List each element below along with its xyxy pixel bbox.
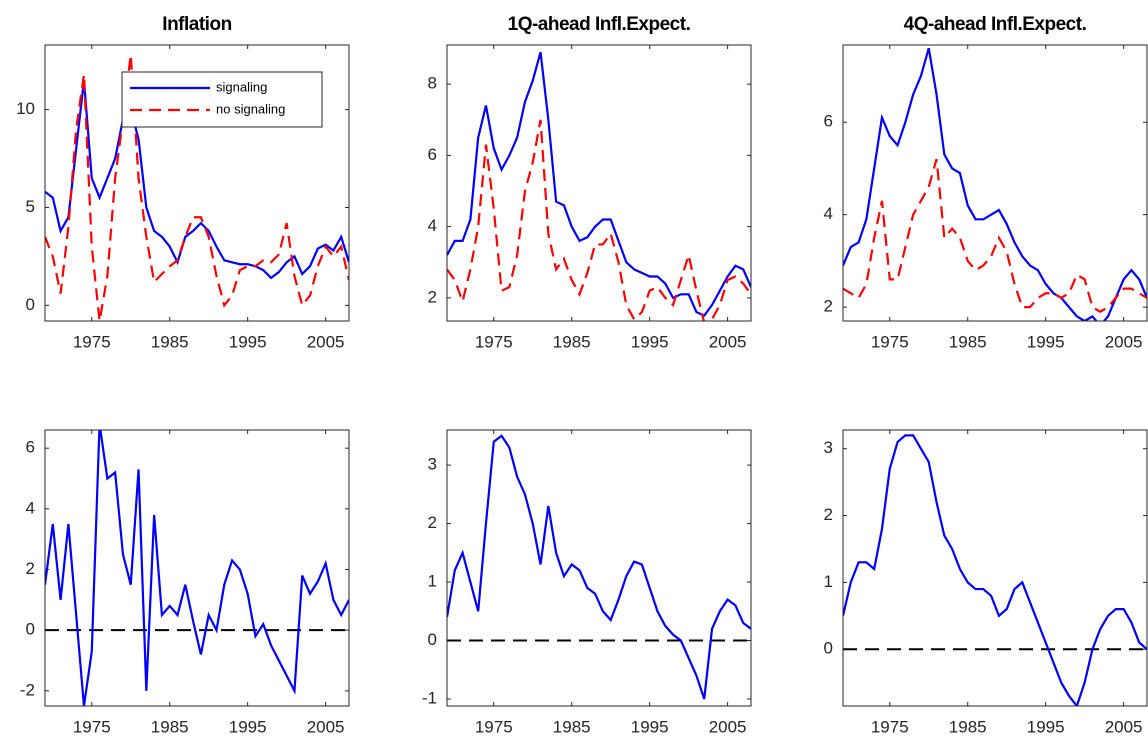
x-tick-label: 1995: [229, 717, 267, 736]
y-tick-label: 10: [16, 99, 35, 118]
axes-box: [44, 44, 350, 322]
x-tick-label: 1995: [631, 717, 669, 736]
panel: -1 0 1 2 3 1975 1985 1995 2005: [422, 429, 752, 736]
y-tick-label: 5: [26, 197, 35, 216]
data-line: [447, 51, 751, 318]
x-tick-label: 2005: [709, 332, 747, 351]
y-tick-label: -2: [20, 680, 35, 699]
x-tick-label: 1975: [871, 332, 909, 351]
x-tick-label: 2005: [307, 332, 345, 351]
panel: 1Q-ahead Infl.Expect. 2 4 6 8 1975 1985 1995 200…: [428, 14, 752, 351]
y-tick-label: 1: [428, 572, 437, 591]
data-line: [447, 434, 751, 700]
panel: -2 0 2 4 6 1975 1985 1995 2005: [20, 429, 350, 736]
x-tick-label: 1985: [553, 717, 591, 736]
x-tick-label: 2005: [1105, 332, 1143, 351]
y-tick-label: 6: [26, 438, 35, 457]
y-tick-label: 3: [428, 455, 437, 474]
x-tick-label: 1975: [73, 332, 111, 351]
x-tick-label: 2005: [307, 717, 345, 736]
data-line: [843, 158, 1147, 314]
y-tick-label: 2: [428, 287, 437, 306]
panel-title: Inflation: [162, 14, 231, 35]
panel: 0 1 2 3 1975 1985 1995 2005: [824, 429, 1148, 736]
data-line: [45, 80, 349, 280]
x-tick-label: 1975: [871, 717, 909, 736]
x-tick-label: 1995: [229, 332, 267, 351]
axes-box: [446, 44, 752, 322]
axes-box: [842, 429, 1148, 707]
data-line: [45, 54, 349, 321]
y-tick-label: 6: [824, 112, 833, 131]
y-tick-label: 2: [428, 513, 437, 532]
x-tick-label: 1975: [475, 332, 513, 351]
y-tick-label: 8: [428, 74, 437, 93]
x-tick-label: 1995: [1027, 332, 1065, 351]
x-tick-label: 2005: [709, 717, 747, 736]
panel: 4Q-ahead Infl.Expect. 2 4 6 1975 1985 1995 2005: [824, 14, 1148, 351]
y-tick-label: 2: [824, 505, 833, 524]
x-tick-label: 2005: [1105, 717, 1143, 736]
axes-box: [446, 429, 752, 707]
data-line: [45, 430, 349, 706]
y-tick-label: 2: [824, 297, 833, 316]
y-tick-label: 0: [428, 630, 437, 649]
y-tick-label: 0: [824, 639, 833, 658]
y-tick-label: 2: [26, 559, 35, 578]
legend-label: no signaling: [216, 101, 285, 116]
data-line: [843, 47, 1147, 321]
legend-label: signaling: [216, 79, 267, 94]
data-line: [843, 434, 1147, 706]
x-tick-label: 1995: [631, 332, 669, 351]
y-tick-label: 0: [26, 620, 35, 639]
y-tick-label: 4: [428, 216, 437, 235]
y-tick-label: -1: [422, 688, 437, 707]
panel-title: 4Q-ahead Infl.Expect.: [904, 14, 1087, 35]
data-line: [447, 119, 751, 321]
axes-box: [842, 44, 1148, 322]
y-tick-label: 3: [824, 438, 833, 457]
x-tick-label: 1985: [949, 717, 987, 736]
y-tick-label: 1: [824, 572, 833, 591]
x-tick-label: 1985: [949, 332, 987, 351]
x-tick-label: 1975: [475, 717, 513, 736]
x-tick-label: 1985: [151, 332, 189, 351]
axes-box: [44, 429, 350, 707]
legend: signaling no signaling: [121, 71, 323, 128]
panel-title: 1Q-ahead Infl.Expect.: [508, 14, 691, 35]
x-tick-label: 1995: [1027, 717, 1065, 736]
y-tick-label: 4: [26, 498, 35, 517]
y-tick-label: 4: [824, 204, 833, 223]
x-tick-label: 1985: [151, 717, 189, 736]
legend-box: [121, 71, 323, 128]
x-tick-label: 1985: [553, 332, 591, 351]
y-tick-label: 6: [428, 145, 437, 164]
y-tick-label: 0: [26, 295, 35, 314]
panel: Inflation 0 5 10 1975 1985 1995 2005 signaling no…: [16, 14, 350, 351]
x-tick-label: 1975: [73, 717, 111, 736]
